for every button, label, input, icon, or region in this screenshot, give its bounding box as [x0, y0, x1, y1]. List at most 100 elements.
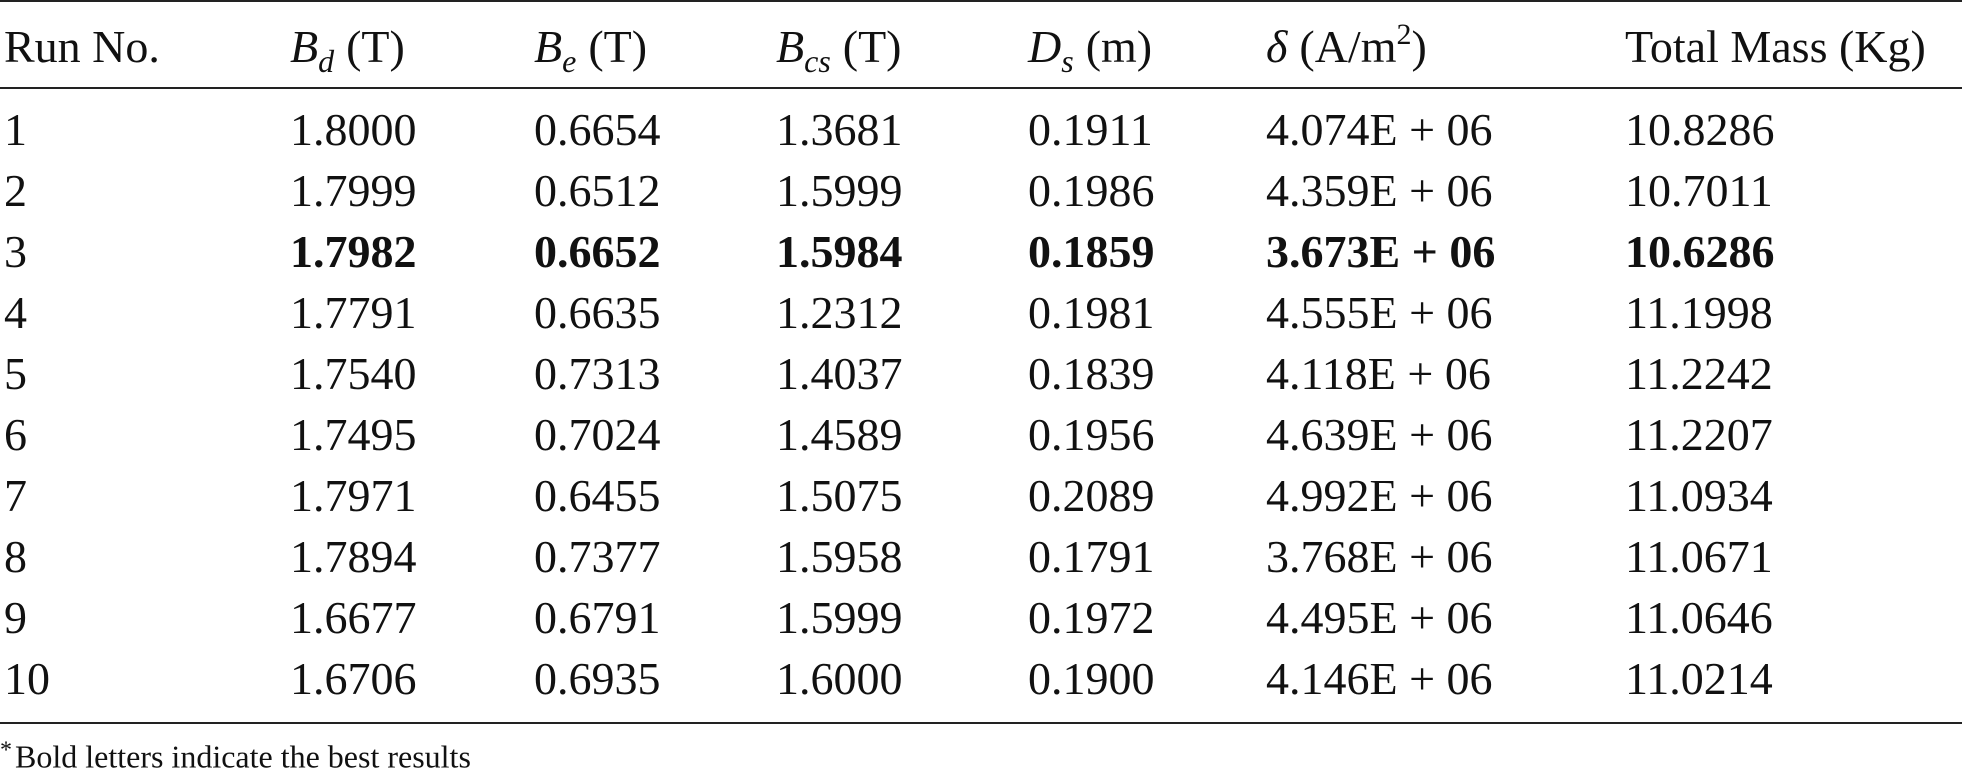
header-cell: Total Mass (Kg) — [1625, 24, 1926, 70]
table-cell: 4.495E + 06 — [1266, 592, 1493, 643]
header-unit: (T) — [346, 21, 405, 72]
table-cell: 1 — [4, 104, 27, 155]
table-cell: 1.7971 — [290, 470, 417, 521]
header-cell: δ (A/m2) — [1266, 20, 1427, 72]
table-cell: 11.0671 — [1625, 531, 1773, 582]
header-symbol: B — [534, 21, 563, 72]
header-superscript: 2 — [1396, 18, 1412, 51]
table-cell: 0.7377 — [534, 531, 661, 582]
header-subscript: e — [562, 43, 577, 79]
table-cell: 1.7495 — [290, 409, 417, 460]
table-cell: 8 — [4, 531, 27, 582]
table-cell: 1.7791 — [290, 287, 417, 338]
table-cell: 1.7894 — [290, 531, 417, 582]
top-rule — [0, 0, 1962, 2]
table-cell: 1.8000 — [290, 104, 417, 155]
table-cell: 9 — [4, 592, 27, 643]
table-cell: 0.7313 — [534, 348, 661, 399]
table-cell: 0.1839 — [1028, 348, 1155, 399]
table-cell: 1.7999 — [290, 165, 417, 216]
table-cell: 3 — [4, 226, 27, 277]
table-cell: 0.1986 — [1028, 165, 1155, 216]
footnote-text: Bold letters indicate the best results — [15, 738, 471, 773]
table-cell: 0.1911 — [1028, 104, 1153, 155]
table-cell: 0.6791 — [534, 592, 661, 643]
table-cell: 0.1859 — [1028, 226, 1155, 277]
table-cell: 0.6652 — [534, 226, 661, 277]
table-cell: 4 — [4, 287, 27, 338]
header-cell: Run No. — [4, 24, 160, 70]
table-cell: 5 — [4, 348, 27, 399]
table-cell: 4.359E + 06 — [1266, 165, 1493, 216]
table-cell: 1.6000 — [776, 653, 903, 704]
footnote: *Bold letters indicate the best results — [0, 737, 471, 773]
table-cell: 0.6654 — [534, 104, 661, 155]
table-cell: 4.074E + 06 — [1266, 104, 1493, 155]
header-unit: (A/m — [1299, 21, 1397, 72]
header-rule — [0, 87, 1962, 89]
table-cell: 0.1981 — [1028, 287, 1155, 338]
header-subscript: d — [318, 43, 335, 79]
header-symbol: B — [290, 21, 319, 72]
table-cell: 1.4037 — [776, 348, 903, 399]
table-cell: 0.1900 — [1028, 653, 1155, 704]
table-cell: 1.7982 — [290, 226, 417, 277]
table-cell: 1.7540 — [290, 348, 417, 399]
footnote-mark: * — [0, 737, 12, 764]
header-symbol: D — [1028, 21, 1062, 72]
header-subscript: s — [1061, 43, 1074, 79]
table-cell: 10.7011 — [1625, 165, 1773, 216]
table-cell: 1.6706 — [290, 653, 417, 704]
table-cell: 4.118E + 06 — [1266, 348, 1491, 399]
table-cell: 0.6455 — [534, 470, 661, 521]
table-cell: 4.555E + 06 — [1266, 287, 1493, 338]
table-cell: 1.5075 — [776, 470, 903, 521]
table-cell: 7 — [4, 470, 27, 521]
table-cell: 10.8286 — [1625, 104, 1775, 155]
table-cell: 10 — [4, 653, 50, 704]
table-cell: 0.1956 — [1028, 409, 1155, 460]
table-cell: 1.6677 — [290, 592, 417, 643]
table-cell: 6 — [4, 409, 27, 460]
table-cell: 11.0934 — [1625, 470, 1773, 521]
table-cell: 4.146E + 06 — [1266, 653, 1493, 704]
table-cell: 0.1972 — [1028, 592, 1155, 643]
header-unit-close: ) — [1411, 21, 1427, 72]
header-symbol: B — [776, 21, 805, 72]
header-cell: Bcs (T) — [776, 21, 902, 78]
table-cell: 0.7024 — [534, 409, 661, 460]
table-cell: 1.2312 — [776, 287, 903, 338]
table-cell: 11.0214 — [1625, 653, 1773, 704]
table-cell: 1.5999 — [776, 165, 903, 216]
table-cell: 1.4589 — [776, 409, 903, 460]
table-cell: 3.768E + 06 — [1266, 531, 1493, 582]
header-cell: Ds (m) — [1028, 21, 1153, 78]
header-unit: (T) — [842, 21, 902, 72]
table-cell: 10.6286 — [1625, 226, 1775, 277]
table-cell: 0.6935 — [534, 653, 661, 704]
header-cell: Be (T) — [534, 21, 648, 78]
bottom-rule — [0, 722, 1962, 724]
table-cell: 1.5984 — [776, 226, 903, 277]
table-cell: 0.6635 — [534, 287, 661, 338]
table-cell: 1.5999 — [776, 592, 903, 643]
table-cell: 0.6512 — [534, 165, 661, 216]
table-cell: 3.673E + 06 — [1266, 226, 1496, 277]
table-cell: 11.1998 — [1625, 287, 1773, 338]
table-cell: 4.639E + 06 — [1266, 409, 1493, 460]
table-cell: 11.2207 — [1625, 409, 1773, 460]
header-text: Total Mass (Kg) — [1625, 21, 1926, 72]
table-cell: 4.992E + 06 — [1266, 470, 1493, 521]
header-text: Run No. — [4, 21, 160, 72]
header-unit: (T) — [588, 21, 648, 72]
table-cell: 0.1791 — [1028, 531, 1155, 582]
header-unit: (m) — [1085, 21, 1153, 72]
table-cell: 11.0646 — [1625, 592, 1773, 643]
header-symbol: δ — [1266, 21, 1288, 72]
table-cell: 1.5958 — [776, 531, 903, 582]
table-cell: 0.2089 — [1028, 470, 1155, 521]
table-cell: 1.3681 — [776, 104, 903, 155]
table-cell: 2 — [4, 165, 27, 216]
header-cell: Bd (T) — [290, 21, 405, 78]
